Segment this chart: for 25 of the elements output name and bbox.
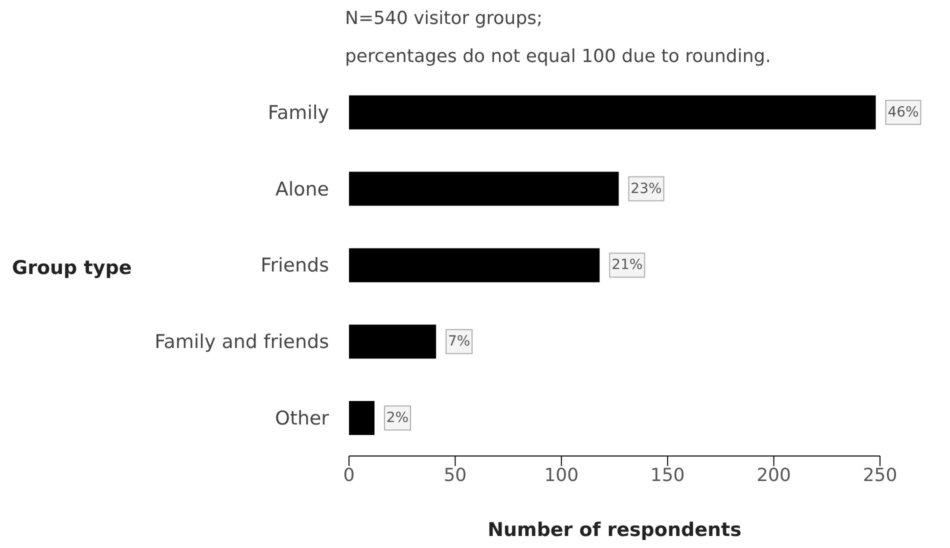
annotation: 7%: [448, 334, 470, 350]
x-tick-label: 150: [650, 464, 685, 486]
x-tick-label: 50: [444, 464, 467, 486]
bar: [349, 400, 374, 435]
y-tick-label: Family and friends: [154, 331, 329, 354]
x-tick-label: 0: [343, 464, 355, 486]
x-tick-label: 250: [862, 464, 898, 486]
y-tick-label: Alone: [275, 178, 329, 200]
bar: [349, 95, 876, 130]
annotation: 23%: [630, 180, 662, 197]
bar: [349, 172, 619, 206]
y-axis-title: Group type: [12, 257, 132, 279]
chart-subtitle: percentages do not equal 100 due to rounding.: [345, 46, 771, 67]
y-tick-label: Family: [268, 102, 329, 124]
annotation: 2%: [386, 410, 409, 426]
x-tick-label: 100: [544, 464, 579, 486]
x-tick-label: 200: [756, 464, 791, 486]
annotation: 46%: [888, 104, 919, 120]
annotation: 21%: [612, 257, 643, 274]
y-tick-label: Friends: [260, 254, 329, 277]
x-axis-title: Number of respondents: [488, 519, 742, 541]
bar: [349, 248, 600, 282]
y-tick-label: Other: [275, 408, 330, 430]
bar: [349, 324, 436, 359]
chart-title: N=540 visitor groups;: [345, 8, 543, 29]
